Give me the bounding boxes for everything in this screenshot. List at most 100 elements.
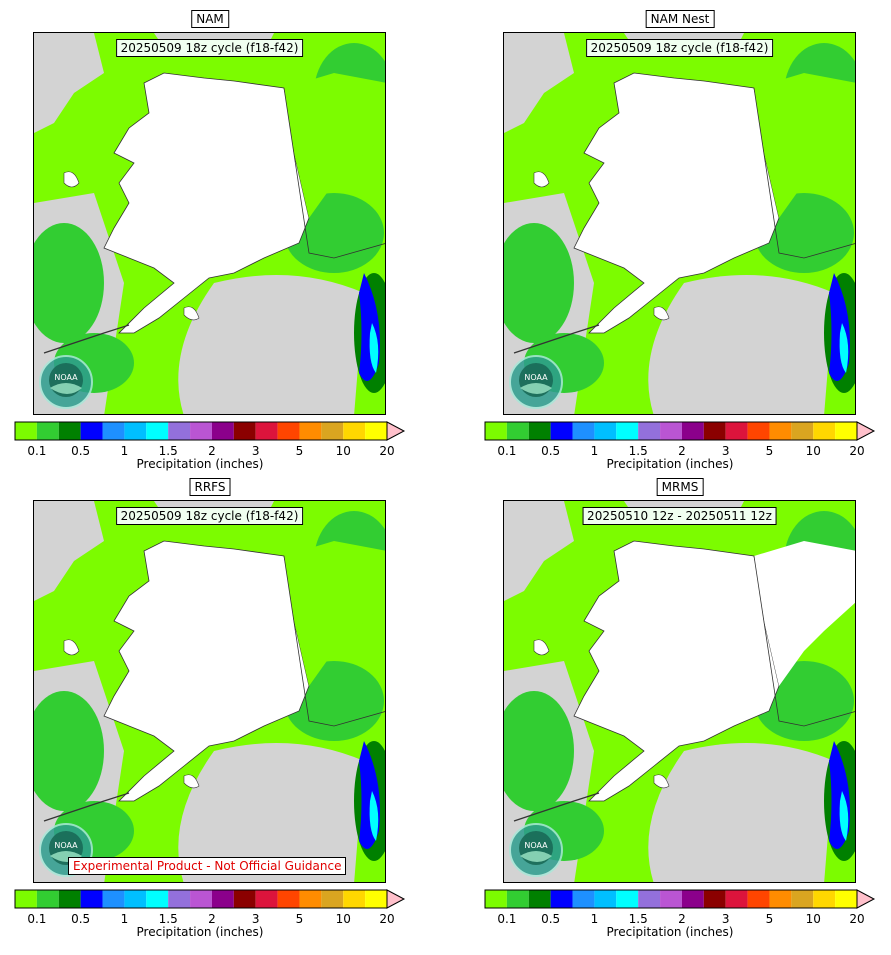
precip-area [34,691,104,811]
colorbar-bin [616,422,639,440]
precip-area [504,691,574,811]
colorbar-bin [550,890,573,908]
colorbar-tick-label: 2 [208,912,216,926]
logo-gull [50,383,82,394]
colorbar-ticks: 0.1 0.5 1 1.5 2 3 5 10 20 [484,912,864,926]
noaa-logo: NOAA [508,354,564,410]
no-data-area [648,743,834,882]
precip-map: 20250509 18z cycle (f18-f42) NOAA Experi… [33,500,386,883]
aleutian-chain [43,792,130,822]
colorbar-bin [365,890,387,908]
colorbar-frame [14,889,388,909]
logo-text: NOAA [524,841,548,850]
colorbar-tick-label: 1 [120,912,129,926]
no-data-area [504,33,574,133]
colorbar-tick-label: 0.5 [541,912,561,926]
colorbar-bin [681,422,704,440]
colorbar-tick-label: 3 [251,444,260,458]
no-data-area [504,501,574,601]
noaa-logo: NOAA [508,822,564,878]
colorbar-tick-label: 3 [721,444,730,458]
colorbar-bin [190,422,212,440]
colorbar-bin [124,422,147,440]
no-data-area [648,275,834,414]
colorbar-bin [835,422,857,440]
logo-text: NOAA [524,373,548,382]
colorbar-label: Precipitation (inches) [136,925,264,939]
colorbar-bin [102,890,125,908]
colorbar-bin [485,890,507,908]
colorbar-bin [550,422,573,440]
island [653,774,670,789]
panel-title: NAM [191,10,229,28]
colorbar-bin [233,890,256,908]
panel-nam-nest: NAM Nest 20250509 18z cycle (f18-f42) NO… [470,0,890,471]
colorbar-tick-label: 10 [335,912,351,926]
colorbar [14,889,406,909]
colorbar-bin [146,890,169,908]
colorbar-tick-label: 1.5 [628,912,648,926]
colorbar-tick-label: 1.5 [158,912,178,926]
colorbar-extend-arrow [856,421,876,441]
logo-text: NOAA [54,373,78,382]
colorbar-frame [14,421,388,441]
colorbar-bin [146,422,169,440]
colorbar-bin [58,890,81,908]
colorbar-bin [36,422,59,440]
colorbar-bin [168,422,191,440]
colorbar-label: Precipitation (inches) [606,457,734,471]
precip-map: 20250509 18z cycle (f18-f42) NOAA [503,32,856,415]
noaa-logo: NOAA [38,354,94,410]
colorbar-tick-label: 3 [721,912,730,926]
colorbar-tick-label: 1.5 [628,444,648,458]
colorbar-bin [747,890,770,908]
colorbar-bin [58,422,81,440]
heavy-precip-core [369,791,379,841]
cycle-label: 20250509 18z cycle (f18-f42) [585,39,774,57]
colorbar-ticks: 0.1 0.5 1 1.5 2 3 5 10 20 [484,444,864,458]
colorbar-tick-label: 2 [678,912,686,926]
colorbar-ticks: 0.1 0.5 1 1.5 2 3 5 10 20 [14,444,394,458]
colorbar-bin [769,890,792,908]
colorbar-bin [594,422,617,440]
colorbar-tick-label: 10 [805,912,821,926]
map-canvas [34,501,385,882]
colorbar-bin [124,890,147,908]
border-line [283,87,385,259]
heavy-precip-core [839,791,849,841]
colorbar-bin [703,422,726,440]
colorbar-frame [484,889,858,909]
colorbar-bin [233,422,256,440]
panel-mrms: MRMS 20250510 12z - 20250511 12z NOAA 0.… [470,468,890,939]
colorbar-bin [594,890,617,908]
colorbar-bin [616,890,639,908]
colorbar-tick-label: 5 [295,444,304,458]
colorbar-tick-label: 1 [120,444,129,458]
colorbar-label: Precipitation (inches) [136,457,264,471]
colorbar-bin [321,422,344,440]
noaa-logo: NOAA [38,822,94,878]
colorbar-tick-label: 2 [678,444,686,458]
no-data-area [34,501,104,601]
colorbar-bin [506,890,529,908]
colorbar-bin [528,422,551,440]
colorbar-bin [255,422,278,440]
disclaimer-label: Experimental Product - Not Official Guid… [68,857,347,875]
colorbar-tick-label: 20 [379,444,395,458]
colorbar-bin [506,422,529,440]
border-line [753,555,855,727]
noaa-logo-icon: NOAA [509,355,563,409]
logo-text: NOAA [54,841,78,850]
island [63,639,80,656]
colorbar-bin [572,890,595,908]
colorbar-tick-label: 5 [765,444,774,458]
colorbar-bin [80,890,103,908]
precip-area [34,223,104,343]
colorbar-tick-label: 0.5 [541,444,561,458]
map-canvas [504,33,855,414]
colorbar-bin [638,890,661,908]
colorbar-bin [703,890,726,908]
colorbar-bin [572,422,595,440]
colorbar [484,421,876,441]
noaa-logo-icon: NOAA [39,823,93,877]
